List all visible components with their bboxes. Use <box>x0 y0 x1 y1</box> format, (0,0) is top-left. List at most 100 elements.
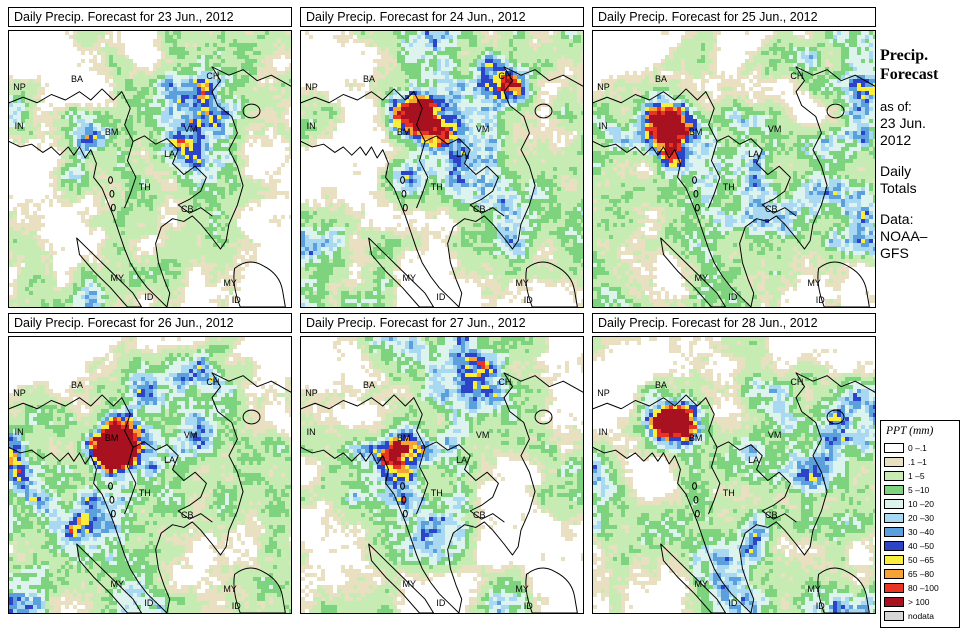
country-label-ba: BA <box>655 380 668 391</box>
forecast-panel-28jun: Daily Precip. Forecast for 28 Jun., 2012… <box>592 313 876 614</box>
country-label-th: TH <box>722 487 735 498</box>
country-label-cb: CB <box>473 509 486 520</box>
legend-swatch <box>884 513 904 523</box>
legend-swatch <box>884 541 904 551</box>
country-label-la: LA <box>748 454 760 465</box>
country-label-la: LA <box>456 454 468 465</box>
country-label-in: IN <box>598 121 608 132</box>
data-source-line1: NOAA– <box>880 228 928 244</box>
country-label-la: LA <box>456 148 468 159</box>
country-labels: NP BA CH IN BM VM LA TH CB MY MY ID ID <box>9 31 291 307</box>
country-label-th: TH <box>722 181 735 192</box>
country-label-my: MY <box>515 584 529 595</box>
legend-label: > 100 <box>908 597 930 607</box>
country-label-np: NP <box>305 388 318 399</box>
country-label-np: NP <box>597 82 610 93</box>
country-label-cb: CB <box>181 509 194 520</box>
country-label-my: MY <box>402 272 417 283</box>
country-label-my: MY <box>223 584 237 595</box>
data-source-line2: GFS <box>880 245 909 261</box>
country-labels: NP BA CH IN BM VM LA TH CB MY MY ID ID <box>593 31 875 307</box>
legend-label: 5 –10 <box>908 485 930 495</box>
legend-entry: 80 –100 <box>884 581 956 595</box>
legend-label: 0 –.1 <box>908 443 927 453</box>
legend-entry: nodata <box>884 609 956 623</box>
legend-swatch <box>884 499 904 509</box>
totals-line1: Daily <box>880 163 912 179</box>
country-label-my: MY <box>110 272 125 283</box>
country-label-vm: VM <box>475 429 490 440</box>
legend-title: PPT (mm) <box>886 425 934 437</box>
legend-entry: 30 –40 <box>884 525 956 539</box>
legend-label: 40 –50 <box>908 541 934 551</box>
country-label-id: ID <box>728 598 738 609</box>
country-label-vm: VM <box>183 429 198 440</box>
country-label-th: TH <box>430 181 443 192</box>
panel-title: Daily Precip. Forecast for 23 Jun., 2012 <box>8 7 292 27</box>
country-label-ba: BA <box>71 74 84 85</box>
legend-label: 50 –65 <box>908 555 934 565</box>
country-label-np: NP <box>597 388 610 399</box>
country-label-ba: BA <box>655 74 668 85</box>
legend-label: 30 –40 <box>908 527 934 537</box>
legend-entry: > 100 <box>884 595 956 609</box>
country-labels: NP BA CH IN BM VM LA TH CB MY MY ID ID <box>593 337 875 613</box>
legend-swatch <box>884 443 904 453</box>
country-label-cb: CB <box>765 203 778 214</box>
country-labels: NP BA CH IN BM VM LA TH CB MY MY ID ID <box>301 337 583 613</box>
country-label-th: TH <box>138 487 151 498</box>
country-label-ch: CH <box>206 71 220 82</box>
data-source-label: Data: <box>880 211 914 227</box>
country-label-np: NP <box>305 82 318 93</box>
forecast-panel-24jun: Daily Precip. Forecast for 24 Jun., 2012… <box>300 7 584 308</box>
country-label-id: ID <box>231 600 241 611</box>
country-label-id: ID <box>728 292 738 303</box>
panel-title: Daily Precip. Forecast for 26 Jun., 2012 <box>8 313 292 333</box>
precip-raster <box>301 337 583 613</box>
legend: PPT (mm) 0 –.1 .1 –1 1 –5 5 –10 10 –20 20 –30… <box>880 420 960 628</box>
legend-swatch <box>884 471 904 481</box>
panel-title: Daily Precip. Forecast for 28 Jun., 2012 <box>592 313 876 333</box>
panel-title: Daily Precip. Forecast for 24 Jun., 2012 <box>300 7 584 27</box>
country-label-th: TH <box>430 487 443 498</box>
country-label-ba: BA <box>71 380 84 391</box>
country-label-in: IN <box>306 427 316 438</box>
country-label-ba: BA <box>363 74 376 85</box>
forecast-panel-25jun: Daily Precip. Forecast for 25 Jun., 2012… <box>592 7 876 308</box>
precip-raster <box>593 31 875 307</box>
country-label-id: ID <box>144 598 154 609</box>
precip-raster <box>9 337 291 613</box>
country-label-la: LA <box>748 148 760 159</box>
forecast-panel-23jun: Daily Precip. Forecast for 23 Jun., 2012… <box>8 7 292 308</box>
country-label-ch: CH <box>206 377 220 388</box>
precip-map: NP BA CH IN BM VM LA TH CB MY MY ID ID <box>300 30 584 308</box>
country-label-bm: BM <box>104 432 119 443</box>
legend-entry: 40 –50 <box>884 539 956 553</box>
as-of-date-line1: 23 Jun. <box>880 115 926 131</box>
country-label-id: ID <box>144 292 154 303</box>
country-label-my: MY <box>807 278 821 289</box>
legend-swatch <box>884 527 904 537</box>
legend-rows: 0 –.1 .1 –1 1 –5 5 –10 10 –20 20 –30 30 –40 40 … <box>884 441 956 623</box>
country-label-in: IN <box>14 427 24 438</box>
country-label-bm: BM <box>396 126 411 137</box>
country-label-id: ID <box>815 600 825 611</box>
precip-raster <box>301 31 583 307</box>
country-label-id: ID <box>436 292 446 303</box>
country-label-id: ID <box>231 294 241 305</box>
legend-entry: 10 –20 <box>884 497 956 511</box>
precip-map: NP BA CH IN BM VM LA TH CB MY MY ID ID <box>8 30 292 308</box>
legend-label: nodata <box>908 611 934 621</box>
country-label-bm: BM <box>104 126 119 137</box>
country-label-vm: VM <box>767 429 782 440</box>
legend-label: 65 –80 <box>908 569 934 579</box>
country-label-my: MY <box>807 584 821 595</box>
precip-map: NP BA CH IN BM VM LA TH CB MY MY ID ID <box>8 336 292 614</box>
legend-swatch <box>884 555 904 565</box>
totals-block: Daily Totals <box>880 163 965 197</box>
country-label-my: MY <box>110 578 125 589</box>
precip-map: NP BA CH IN BM VM LA TH CB MY MY ID ID <box>300 336 584 614</box>
data-source-block: Data: NOAA– GFS <box>880 211 965 262</box>
as-of-date-line2: 2012 <box>880 132 912 148</box>
country-label-np: NP <box>13 388 26 399</box>
